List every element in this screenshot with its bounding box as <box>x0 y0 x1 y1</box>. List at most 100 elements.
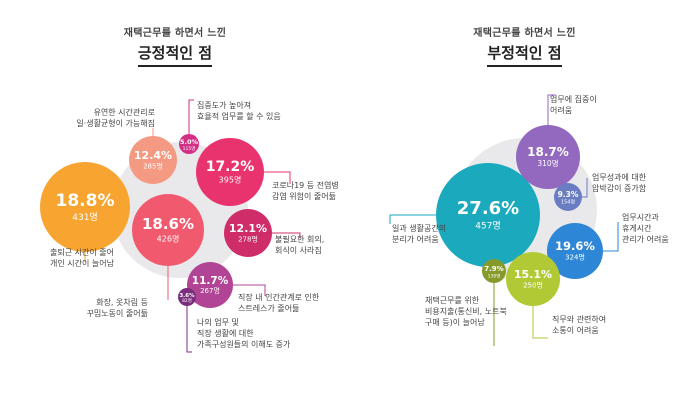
bubble-count: 250명 <box>523 280 543 289</box>
bubble-percent: 18.6% <box>142 215 194 233</box>
bubble <box>547 223 603 279</box>
bubble-count: 267명 <box>200 286 220 295</box>
bubble <box>178 288 196 306</box>
bubble-percent: 12.4% <box>134 149 172 162</box>
bubble <box>132 194 204 266</box>
bubble-label: 휴게시간 <box>622 223 652 233</box>
bubble-percent: 18.7% <box>527 145 569 159</box>
bubble-count: 82명 <box>182 297 192 304</box>
bubble-count: 278명 <box>238 234 258 243</box>
bubble-label: 업무성과에 대한 <box>592 173 647 182</box>
positive-title-block: 재택근무를 하면서 느낀 긍정적인 점 <box>0 24 350 67</box>
bubble-item: 12.1%278명 불필요한 회의,회식이 사라짐 <box>224 209 324 257</box>
bubble-percent: 18.8% <box>56 191 115 211</box>
bubble-count: 324명 <box>565 253 585 262</box>
bubble <box>554 183 582 211</box>
bubble-label: 코로나19 등 전염병 <box>272 180 339 190</box>
bubble-label: 일과 생활공간의 <box>392 223 446 233</box>
bubble-label: 화장, 옷차림 등 <box>96 297 148 307</box>
bubble-percent: 19.6% <box>555 239 595 253</box>
bubble-label: 개인 시간이 늘어남 <box>50 258 115 268</box>
bubble-label: 스트레스가 줄어듦 <box>238 303 299 313</box>
bubble <box>224 209 272 257</box>
bubble-percent: 9.3% <box>558 190 579 199</box>
bubble-percent: 3.6% <box>179 293 195 299</box>
negative-panel: 재택근무를 하면서 느낀 부정적인 점 27.6% 457명 일과 생활공간의 분리가… <box>350 0 699 414</box>
bubble <box>129 136 177 184</box>
bubble-label: 직무와 관련하여 <box>552 314 606 324</box>
leader-line <box>186 306 192 353</box>
bubble-label: 나의 업무 및 <box>197 317 239 327</box>
bubble-label: 집중도가 높아져 <box>197 100 251 110</box>
bubble-label: 가족구성원들의 이해도 증가 <box>197 339 291 349</box>
bubble-count: 431명 <box>72 212 97 223</box>
bubble-count: 426명 <box>157 233 180 243</box>
bubble-count: 130명 <box>488 272 501 279</box>
negative-title: 부정적인 점 <box>487 42 562 67</box>
bubble-label: 구매 등)이 늘어남 <box>425 317 485 327</box>
bubble-count: 395명 <box>219 175 242 185</box>
bubble-label: 불필요한 회의, <box>275 234 324 244</box>
bubble-label: 어려움 <box>550 105 572 115</box>
positive-title-top: 재택근무를 하면서 느낀 <box>123 28 227 39</box>
bubble-percent: 27.6% <box>457 198 519 219</box>
bubble-label: 업무시간과 <box>622 212 659 222</box>
positive-title: 긍정적인 점 <box>137 42 213 67</box>
bubble <box>506 252 560 306</box>
bubble <box>482 259 506 283</box>
bubble <box>40 162 130 252</box>
bubble-count: 285명 <box>143 161 163 170</box>
bubble-label: 재택근무를 위한 <box>425 295 480 305</box>
leader-line <box>233 284 266 296</box>
bubble-label: 일·생활균형이 가능해짐 <box>76 118 155 128</box>
bubble-label: 회식이 사라짐 <box>275 245 322 255</box>
bubble-percent: 11.7% <box>192 275 229 287</box>
bubble <box>187 262 233 308</box>
leader-line <box>188 99 194 134</box>
bubble-label: 효율적 업무를 할 수 있음 <box>197 111 281 121</box>
bubble-label: 관리가 어려움 <box>622 234 669 244</box>
bubble-count: 310명 <box>537 158 558 168</box>
bubble-label: 비용지출(통신비, 노트북 <box>425 306 507 316</box>
leader-line <box>603 222 619 252</box>
negative-title-block: 재택근무를 하면서 느낀 부정적인 점 <box>350 24 699 67</box>
negative-title-top: 재택근무를 하면서 느낀 <box>473 28 576 39</box>
leader-line <box>389 214 436 224</box>
bubble <box>436 163 540 267</box>
leader-line <box>582 178 588 198</box>
bubble <box>179 134 199 154</box>
bubble-label: 압박감이 증가함 <box>592 183 647 193</box>
bubble-count: 115명 <box>183 145 196 152</box>
bubble-percent: 12.1% <box>229 222 267 235</box>
bubble-count: 457명 <box>475 221 500 232</box>
leader-line <box>272 232 301 238</box>
bubble <box>516 125 580 189</box>
bubble-count: 154명 <box>561 199 575 206</box>
bubble-label: 유연한 시간관리로 <box>94 107 155 117</box>
bubble-percent: 7.9% <box>484 265 503 273</box>
bubble-label: 직장 내 인간관계로 인한 <box>238 292 320 302</box>
leader-line <box>264 171 291 184</box>
bubble-label: 출퇴근 시간이 줄어 <box>50 247 114 257</box>
bubble-label: 꾸밈노동이 줄어듦 <box>87 308 148 318</box>
bubble-percent: 17.2% <box>206 159 255 175</box>
bubble-label: 소통이 어려움 <box>552 325 599 335</box>
bubble <box>196 138 264 206</box>
leader-line <box>547 94 556 125</box>
